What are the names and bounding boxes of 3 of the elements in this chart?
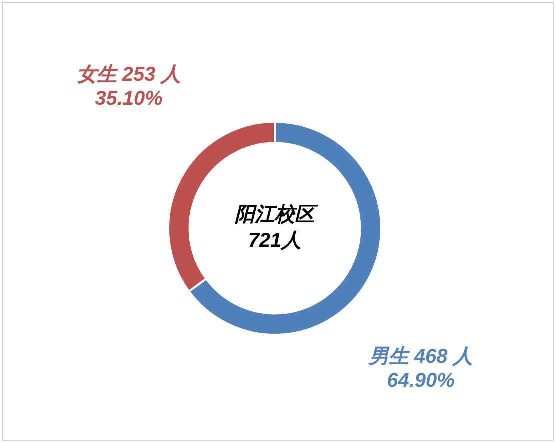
slice-label: 女生 253 人 35.10% (76, 64, 182, 110)
text: 阳江校区 721人 (235, 203, 319, 252)
slice-label: 男生 468 人 64.90% (368, 346, 474, 392)
